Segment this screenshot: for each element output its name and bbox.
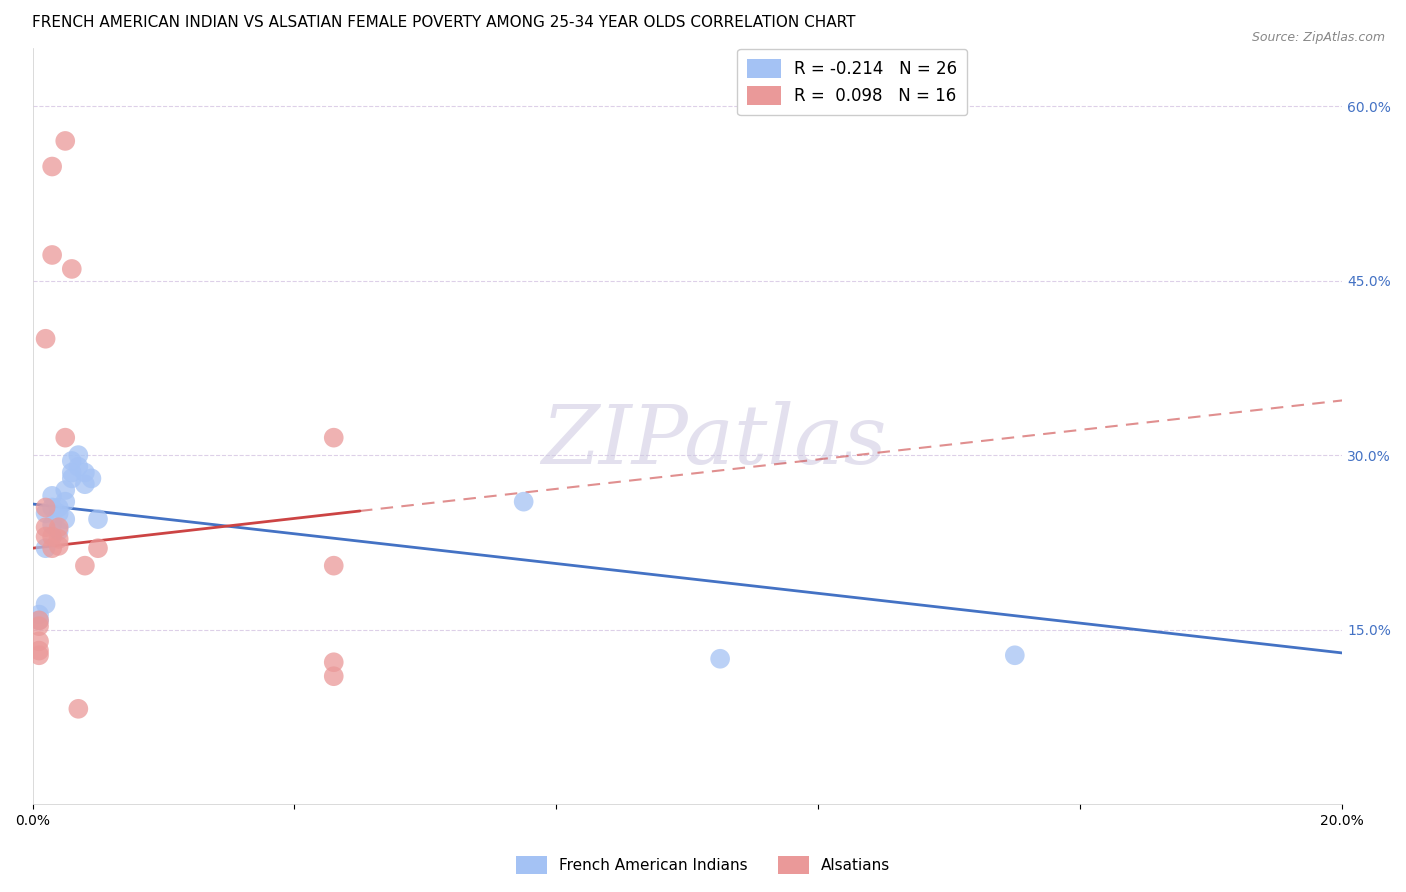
Point xyxy=(34,520,56,534)
Point xyxy=(28,634,51,648)
Text: Source: ZipAtlas.com: Source: ZipAtlas.com xyxy=(1251,31,1385,45)
Text: FRENCH AMERICAN INDIAN VS ALSATIAN FEMALE POVERTY AMONG 25-34 YEAR OLDS CORRELAT: FRENCH AMERICAN INDIAN VS ALSATIAN FEMAL… xyxy=(32,15,856,30)
Point xyxy=(41,489,63,503)
Point xyxy=(53,512,76,526)
Point xyxy=(34,500,56,515)
Point xyxy=(34,541,56,556)
Point xyxy=(28,643,51,657)
Point xyxy=(322,558,344,573)
Point xyxy=(67,448,90,462)
Point xyxy=(34,597,56,611)
Point xyxy=(34,506,56,520)
Point xyxy=(87,512,110,526)
Point xyxy=(48,539,70,553)
Point xyxy=(41,248,63,262)
Point xyxy=(60,454,83,468)
Point xyxy=(48,500,70,515)
Point xyxy=(53,494,76,508)
Point xyxy=(87,541,110,556)
Point xyxy=(322,669,344,683)
Point xyxy=(73,477,96,491)
Point xyxy=(60,261,83,276)
Legend: French American Indians, Alsatians: French American Indians, Alsatians xyxy=(510,850,896,880)
Point xyxy=(67,459,90,474)
Point xyxy=(73,558,96,573)
Point xyxy=(41,160,63,174)
Point xyxy=(41,517,63,532)
Point xyxy=(1004,648,1026,663)
Point xyxy=(53,134,76,148)
Point xyxy=(322,655,344,669)
Point xyxy=(28,648,51,663)
Point xyxy=(60,466,83,480)
Point xyxy=(48,520,70,534)
Point xyxy=(34,530,56,544)
Point xyxy=(512,494,534,508)
Point xyxy=(34,332,56,346)
Point xyxy=(80,471,103,485)
Point xyxy=(41,541,63,556)
Point xyxy=(67,702,90,716)
Point xyxy=(41,530,63,544)
Point xyxy=(28,613,51,627)
Point xyxy=(28,619,51,633)
Point xyxy=(60,471,83,485)
Text: ZIPatlas: ZIPatlas xyxy=(541,401,886,481)
Point xyxy=(48,532,70,546)
Point xyxy=(41,500,63,515)
Point xyxy=(48,524,70,538)
Point xyxy=(48,506,70,520)
Point xyxy=(709,652,731,666)
Point xyxy=(73,466,96,480)
Point xyxy=(322,431,344,445)
Point xyxy=(53,483,76,497)
Legend: R = -0.214   N = 26, R =  0.098   N = 16: R = -0.214 N = 26, R = 0.098 N = 16 xyxy=(737,48,967,115)
Point xyxy=(53,431,76,445)
Point xyxy=(28,613,51,627)
Point xyxy=(28,607,51,622)
